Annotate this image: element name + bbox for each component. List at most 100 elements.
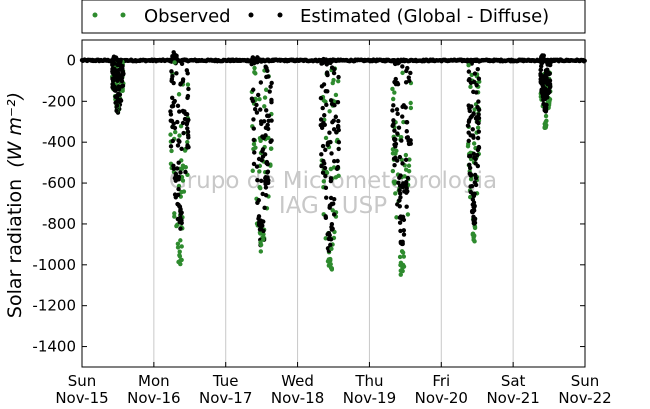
observed-point <box>403 152 409 158</box>
estimated-point <box>111 61 117 66</box>
estimated-point <box>331 70 337 76</box>
estimated-point <box>538 64 544 69</box>
estimated-point <box>261 219 266 224</box>
estimated-point <box>332 66 337 72</box>
observed-point <box>400 70 405 76</box>
estimated-point <box>177 204 182 209</box>
estimated-point <box>332 159 337 164</box>
observed-point <box>178 124 184 129</box>
y-axis-title-unit: (W m⁻²) <box>4 92 26 168</box>
estimated-point <box>177 139 182 144</box>
estimated-point <box>328 98 334 103</box>
estimated-point <box>258 107 263 112</box>
estimated-point <box>472 191 477 196</box>
estimated-point <box>467 165 473 171</box>
observed-point <box>178 238 183 243</box>
estimated-point <box>408 70 413 76</box>
observed-point <box>329 246 334 251</box>
estimated-point <box>185 129 191 134</box>
estimated-point <box>541 97 546 103</box>
estimated-point <box>257 227 263 232</box>
estimated-point <box>328 139 333 145</box>
estimated-point <box>327 205 332 210</box>
estimated-point <box>169 76 175 82</box>
estimated-point <box>118 98 124 103</box>
estimated-point <box>332 103 337 108</box>
estimated-point <box>175 143 181 148</box>
observed-point <box>402 174 407 179</box>
estimated-point <box>335 164 341 170</box>
estimated-point <box>323 147 328 153</box>
x-tick-label-date: Nov-16 <box>127 389 180 407</box>
observed-point <box>172 60 177 65</box>
estimated-point <box>472 71 478 76</box>
estimated-point <box>472 155 477 161</box>
estimated-point <box>472 79 477 85</box>
estimated-point <box>403 157 409 163</box>
estimated-point <box>324 102 329 108</box>
estimated-point <box>547 84 553 90</box>
observed-point <box>179 189 184 195</box>
estimated-point <box>547 62 553 68</box>
observed-point <box>398 268 403 273</box>
estimated-point <box>401 103 406 108</box>
observed-point <box>330 208 335 213</box>
estimated-point <box>265 74 271 79</box>
estimated-point <box>178 226 183 231</box>
estimated-point <box>120 63 125 69</box>
estimated-point <box>473 182 479 188</box>
observed-point <box>405 212 411 217</box>
estimated-point <box>470 127 475 132</box>
estimated-point <box>539 58 544 63</box>
estimated-point <box>255 177 260 183</box>
x-tick-label-date: Nov-15 <box>55 389 108 407</box>
estimated-point <box>395 111 400 117</box>
estimated-point <box>117 60 123 65</box>
estimated-point <box>466 138 471 144</box>
observed-point <box>251 141 257 147</box>
x-tick-label-weekday: Sat <box>501 372 526 390</box>
estimated-point <box>470 208 476 214</box>
observed-point <box>182 148 188 153</box>
observed-point <box>468 177 474 182</box>
estimated-point <box>251 117 256 122</box>
legend-label-estimated: Estimated (Global - Diffuse) <box>300 6 549 27</box>
estimated-point <box>185 120 190 125</box>
x-tick-label-weekday: Tue <box>212 372 239 390</box>
y-axis: 0 -200 -400 -600 -800 -1000 -1200 -1400 <box>32 51 585 356</box>
estimated-point <box>174 71 179 76</box>
estimated-point <box>111 72 117 78</box>
estimated-point <box>404 119 409 125</box>
estimated-point <box>185 133 191 138</box>
estimated-point <box>539 54 544 60</box>
estimated-point <box>335 158 340 164</box>
estimated-point <box>397 198 402 203</box>
legend: Observed Estimated (Global - Diffuse) <box>81 0 586 34</box>
estimated-point <box>403 80 409 85</box>
legend-marker-estimated-2 <box>277 12 283 18</box>
estimated-point <box>391 118 396 123</box>
observed-point <box>169 148 174 154</box>
observed-point <box>258 242 264 248</box>
observed-point <box>262 104 267 109</box>
observed-point <box>251 146 256 152</box>
estimated-point <box>263 181 268 187</box>
observed-point <box>392 90 397 95</box>
estimated-point <box>180 77 186 82</box>
observed-point <box>330 80 335 86</box>
observed-point <box>177 253 182 258</box>
observed-point <box>390 168 396 174</box>
observed-point <box>391 96 396 102</box>
observed-point <box>178 258 183 263</box>
estimated-point <box>269 97 274 103</box>
observed-point <box>263 87 269 92</box>
x-tick-label-weekday: Mon <box>138 372 170 390</box>
x-tick-label-date: Nov-22 <box>558 389 611 407</box>
observed-point <box>398 260 404 265</box>
observed-point <box>173 129 178 135</box>
estimated-point <box>115 78 120 83</box>
estimated-point <box>336 140 342 145</box>
estimated-point <box>334 130 339 135</box>
estimated-point <box>474 115 479 120</box>
